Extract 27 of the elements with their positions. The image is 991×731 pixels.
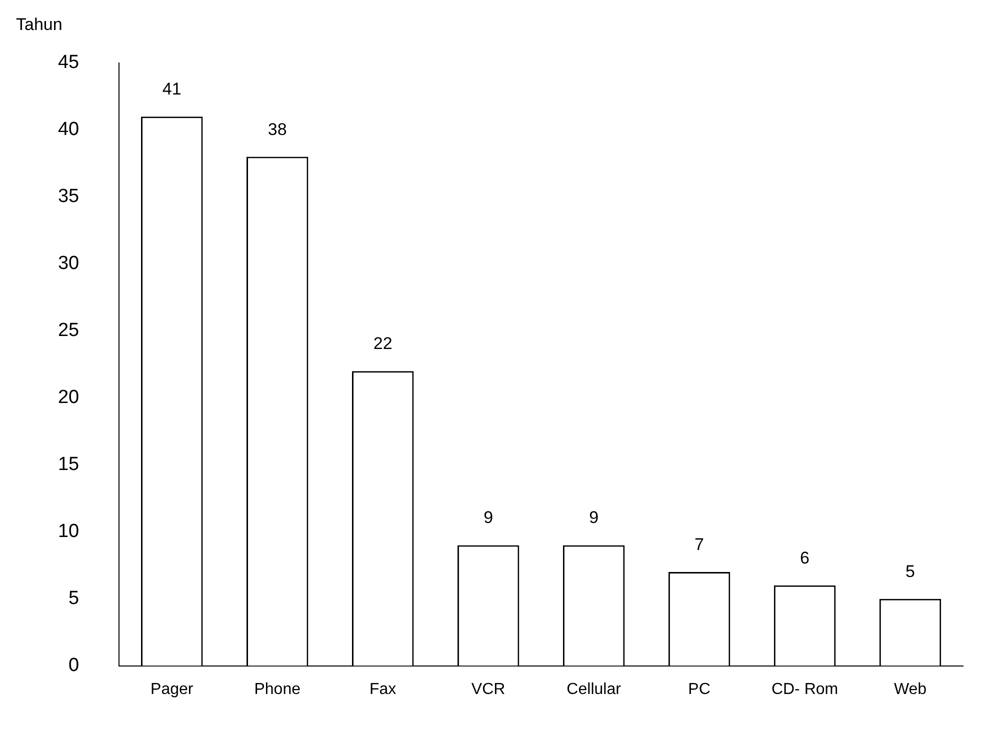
y-tick-label: 5 [68,588,80,610]
x-tick-label: CD- Rom [771,680,838,698]
y-tick-label: 10 [58,521,80,542]
data-label: 22 [373,334,392,354]
x-tick-label: Phone [254,680,301,698]
data-label: 9 [484,508,494,528]
x-tick-label: PC [688,680,710,698]
data-label: 38 [268,120,287,139]
y-tick-label: 0 [68,655,80,676]
y-tick-label: 35 [58,186,80,208]
x-tick-label: Web [894,680,927,698]
x-tick-label: VCR [471,680,506,698]
y-tick-label: 20 [58,387,80,408]
y-axis-title: Tahun [16,15,62,34]
data-label: 41 [162,80,182,99]
y-tick-label: 45 [58,52,80,74]
y-tick-label: 15 [58,454,80,476]
data-label: 9 [589,508,599,528]
data-label: 5 [906,562,915,581]
data-label: 6 [800,548,810,568]
y-tick-label: 30 [58,253,80,274]
y-tick-label: 25 [58,320,80,342]
data-label: 7 [694,535,704,554]
x-tick-label: Fax [370,680,396,698]
y-tick-label: 40 [58,119,80,140]
x-tick-label: Pager [150,680,194,698]
x-tick-label: Cellular [566,680,622,698]
